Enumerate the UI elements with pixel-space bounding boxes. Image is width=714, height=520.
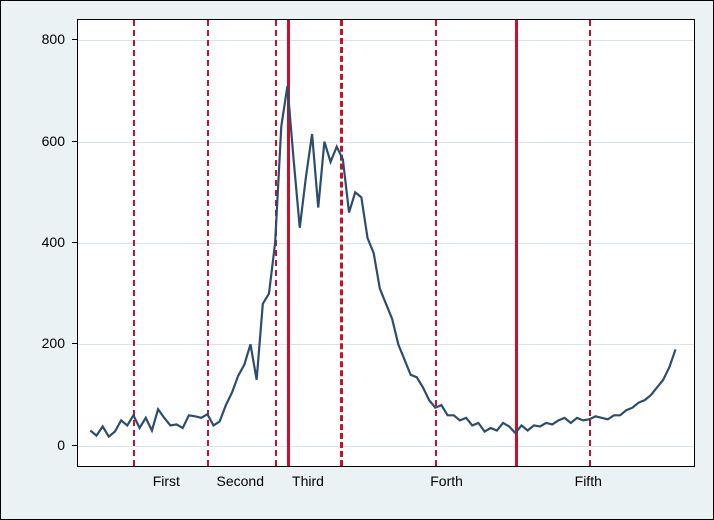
xtick-label: First — [153, 473, 180, 489]
ytick-mark — [72, 39, 77, 40]
ytick-label: 800 — [1, 31, 65, 47]
xtick-label: Fifth — [575, 473, 602, 489]
ytick-mark — [72, 141, 77, 142]
xtick-label: Forth — [430, 473, 463, 489]
ytick-label: 200 — [1, 335, 65, 351]
ytick-label: 600 — [1, 133, 65, 149]
ytick-label: 400 — [1, 234, 65, 250]
ytick-mark — [72, 445, 77, 446]
ytick-mark — [72, 242, 77, 243]
plot-area — [77, 19, 695, 467]
chart-frame: 0 200 400 600 800 First Second Third Forth Fifth — [0, 0, 714, 520]
series-line — [78, 20, 694, 466]
xtick-label: Second — [216, 473, 263, 489]
ytick-mark — [72, 343, 77, 344]
ytick-label: 0 — [1, 437, 65, 453]
xtick-label: Third — [292, 473, 324, 489]
